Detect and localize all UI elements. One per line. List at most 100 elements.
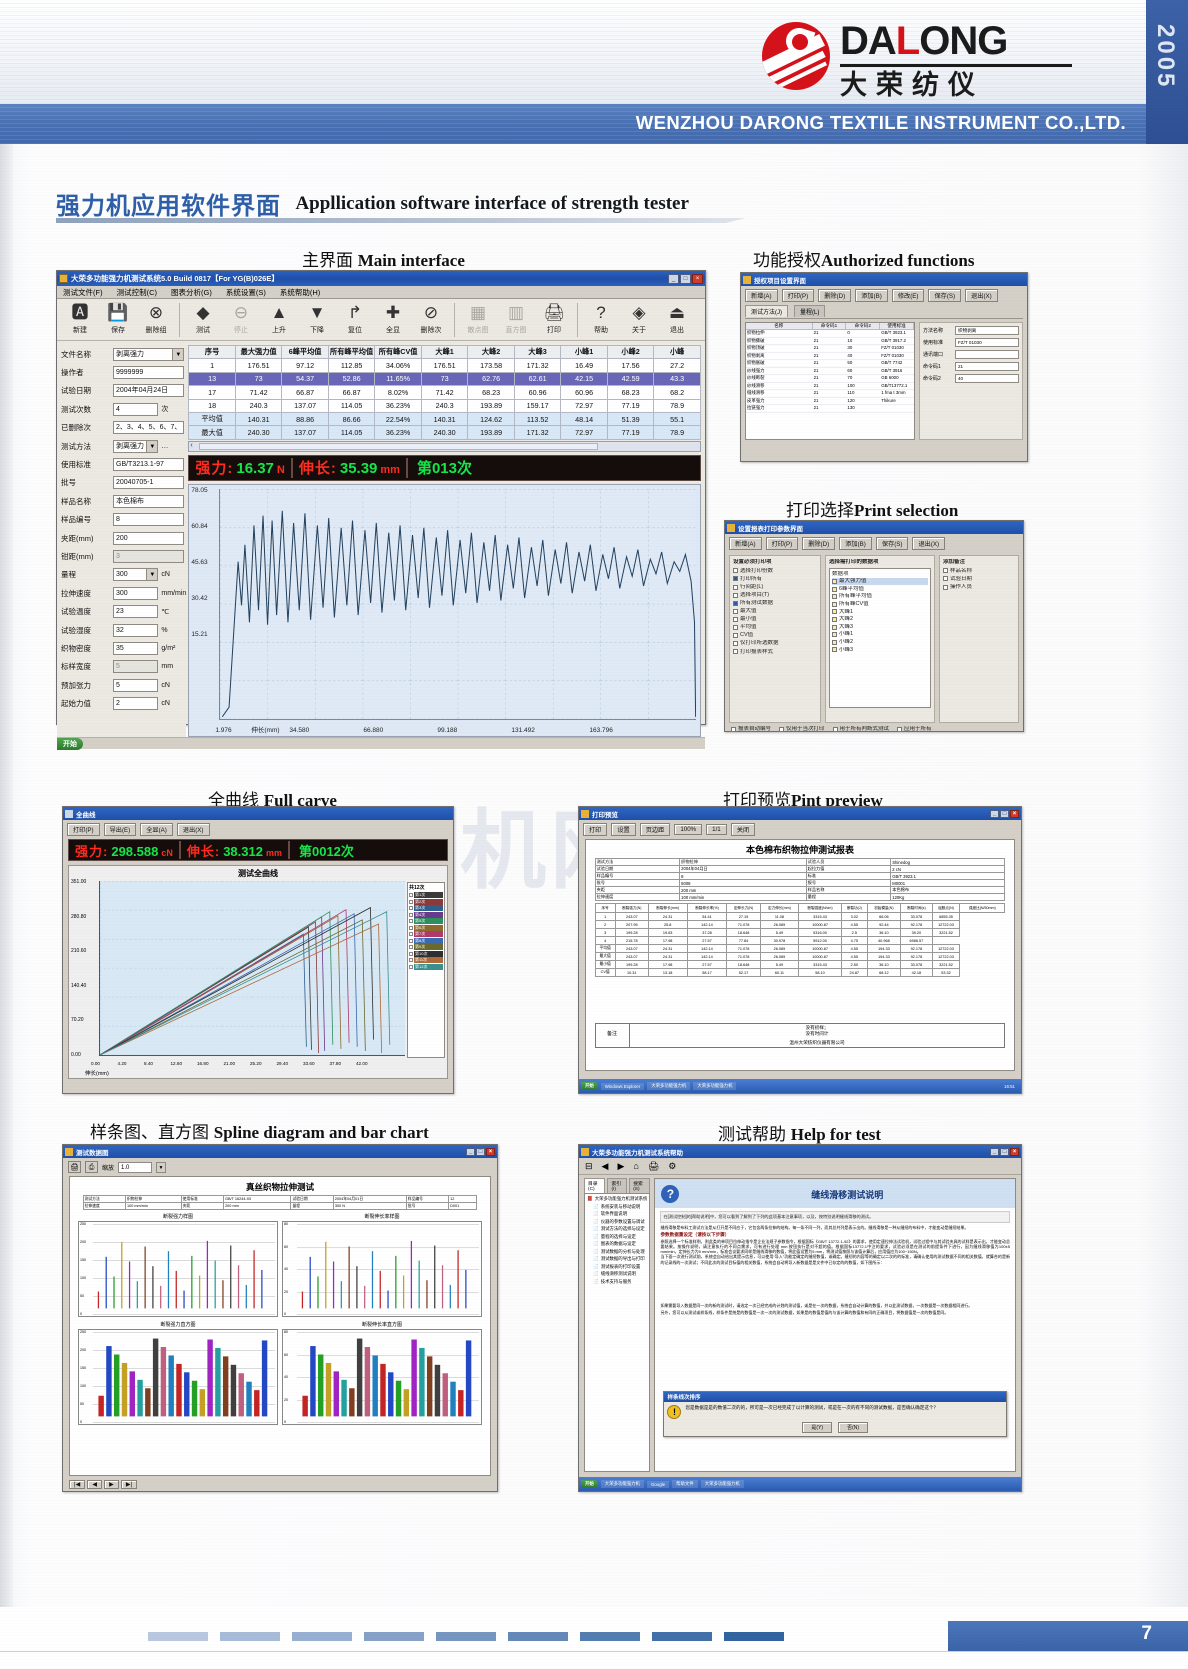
toolbar-print-icon[interactable]: 🖨 打印 xyxy=(535,301,573,335)
help-tree-item-3[interactable]: 📄 仪器的参数设置与调试 xyxy=(587,1219,647,1226)
curve-legend-item-8[interactable]: 第9次 xyxy=(409,944,443,950)
preview-window-controls[interactable]: _ □ × xyxy=(990,809,1019,818)
full-curve-window[interactable]: 全曲线 打印(P) 导出(E) 全显(A) 退出(X) 强力: 298.588 cN … xyxy=(62,806,454,1094)
help-topic-tree[interactable]: 📕 大荣多功能强力机测试系统 📄 系统安装与移动说明 📄 软件界面说明 📄 仪器的参数设置与调… xyxy=(584,1193,651,1472)
preview-toolbar-item-5[interactable]: 关闭 xyxy=(730,823,756,836)
print-left-options[interactable]: 选择打印份数 打印所有 行间距(L) 选择项目(T) 所有测试数据 最大值 最小值 平均值 CV… xyxy=(733,568,817,656)
menu-item-3[interactable]: 系统设置(S) xyxy=(225,287,266,297)
print-right-item-0[interactable]: 样品名称 xyxy=(943,568,1015,575)
help-tree-item-5[interactable]: 📄 量程的选择与设定 xyxy=(587,1234,647,1241)
help-tree-item-0[interactable]: 📕 大荣多功能强力机测试系统 xyxy=(587,1196,647,1203)
table-hscrollbar[interactable]: ‹ xyxy=(188,440,701,452)
print-mid-item-3[interactable]: 所有峰平均值 xyxy=(832,593,928,600)
checkbox-icon[interactable] xyxy=(943,568,948,574)
checkbox-icon[interactable] xyxy=(409,893,413,897)
toolbar-delete-run-icon[interactable]: ⊘ 删除次 xyxy=(412,301,450,335)
auth-tabs[interactable]: 测试方法(J) 量程(L) xyxy=(745,305,1023,319)
help-toolbar-back-icon[interactable]: ◀ xyxy=(602,1161,609,1171)
auth-field-input-1[interactable]: FZ/T 01030 xyxy=(955,338,1019,347)
help-tree-item-2[interactable]: 📄 软件界面说明 xyxy=(587,1211,647,1218)
toolbar-about-icon[interactable]: ◈ 关于 xyxy=(620,301,658,335)
help-maximize[interactable]: □ xyxy=(1000,1147,1009,1156)
window-controls[interactable]: _ □ × xyxy=(668,273,703,284)
toolbar-new-file-icon[interactable]: 🅰 新建 xyxy=(61,301,99,335)
form-dropdown-5[interactable]: ▼ xyxy=(147,439,159,453)
col-header-8[interactable]: 小峰1 xyxy=(560,344,608,360)
help-toolbar-options-icon[interactable]: ⚙ xyxy=(668,1161,676,1171)
curve-legend-item-10[interactable]: 第11次 xyxy=(409,957,443,963)
print-mid-item-6[interactable]: 大峰2 xyxy=(832,616,928,623)
print-right-item-1[interactable]: 试验日期 xyxy=(943,576,1015,583)
auth-row-3[interactable]: 织物剥离 21 40 FZ/T 01030 xyxy=(746,353,914,360)
auth-row-10[interactable]: 拉链强力 21 130 xyxy=(746,405,914,413)
spline-prev-page[interactable]: ◀ xyxy=(87,1480,103,1489)
auth-method-list[interactable]: 名称 命令码1 命令码2 使用标准 织物拉伸 21 0 GB/T 3923.1 织物撕破 21 1… xyxy=(745,322,915,440)
form-input-1[interactable]: 9999999 xyxy=(113,366,185,380)
toolbar-exit-icon[interactable]: ⏏ 退出 xyxy=(658,301,696,335)
print-button-5[interactable]: 退出(X) xyxy=(912,537,946,550)
checkbox-icon[interactable] xyxy=(733,568,738,574)
toolbar-up-icon[interactable]: ▲ 上升 xyxy=(260,301,298,335)
curve-button-3[interactable]: 退出(X) xyxy=(176,823,210,836)
menu-item-1[interactable]: 测试控制(C) xyxy=(116,287,157,297)
curve-button-0[interactable]: 打印(P) xyxy=(67,823,100,836)
spline-last-page[interactable]: ▶| xyxy=(120,1480,138,1489)
auth-row-5[interactable]: 纱线强力 21 60 GB/T 3916 xyxy=(746,368,914,375)
col-header-2[interactable]: 6峰平均值 xyxy=(281,344,329,360)
maximize-button[interactable]: □ xyxy=(680,273,691,284)
toolbar-test-icon[interactable]: ◆ 测试 xyxy=(184,301,222,335)
form-input-0[interactable]: 剥离强力 xyxy=(113,347,174,361)
close-button[interactable]: × xyxy=(692,273,703,284)
form-input-2[interactable]: 2004年04月24日 xyxy=(113,384,185,398)
form-input-13[interactable]: 300 xyxy=(113,586,159,600)
checkbox-icon[interactable] xyxy=(832,609,837,615)
help-nav-pane[interactable]: 目录(C) 索引(I) 搜索(S) 📕 大荣多功能强力机测试系统 📄 系统安装与移动说明 📄… xyxy=(584,1178,651,1472)
checkbox-icon[interactable] xyxy=(733,649,738,655)
curve-button-1[interactable]: 导出(E) xyxy=(103,823,137,836)
parameter-form[interactable]: 文件名称 剥离强力 ▼ 操作者 9999999 试验日期 2004年04月24日 测试次数 4 次… xyxy=(57,341,187,737)
help-tab-1[interactable]: 索引(I) xyxy=(607,1178,628,1193)
help-taskbar-item-4[interactable]: 大荣多功能强力机 xyxy=(700,1480,744,1488)
auth-row-4[interactable]: 织物胀破 21 50 GB/T 7742 xyxy=(746,360,914,368)
help-taskbar[interactable]: 开始 大荣多功能强力机 Google 帮助文件 大荣多功能强力机 xyxy=(579,1477,1021,1491)
print-button-2[interactable]: 删除(D) xyxy=(802,537,836,550)
toolbar-save-icon[interactable]: 💾 保存 xyxy=(99,301,137,335)
spline-nav[interactable]: |◀ ◀ ▶ ▶| xyxy=(69,1480,138,1489)
checkbox-icon[interactable] xyxy=(943,584,948,590)
auth-button-5[interactable]: 保存(S) xyxy=(928,289,962,302)
checkbox-icon[interactable] xyxy=(733,608,738,614)
checkbox-icon[interactable] xyxy=(832,624,837,630)
checkbox-icon[interactable] xyxy=(832,601,837,607)
spline-zoom-input[interactable]: 1.0 xyxy=(118,1161,153,1173)
auth-tab-1[interactable]: 量程(L) xyxy=(794,305,826,317)
auth-field-input-4[interactable]: 40 xyxy=(955,374,1019,383)
print-mid-item-7[interactable]: 大峰3 xyxy=(832,624,928,631)
form-input-5[interactable]: 剥离强力 xyxy=(113,439,148,453)
preview-toolbar-item-4[interactable]: 1/1 xyxy=(706,824,727,835)
auth-row-1[interactable]: 织物撕破 21 10 GB/T 3917.2 xyxy=(746,338,914,345)
help-taskbar-item-0[interactable]: 开始 xyxy=(581,1480,598,1488)
print-mid-item-10[interactable]: 小峰3 xyxy=(832,647,928,654)
help-dialog-buttons[interactable]: 是(Y) 否(N) xyxy=(664,1422,1006,1436)
form-input-6[interactable]: GB/T3213.1-97 xyxy=(113,458,185,472)
print-preview-window[interactable]: 打印预览 _ □ × 打印 设置 页边距 100% 1/1 关闭 本色棉布织物拉伸测试报表… xyxy=(578,806,1022,1094)
checkbox-icon[interactable] xyxy=(779,726,785,732)
help-tree-item-4[interactable]: 📄 测试方法的选择与设定 xyxy=(587,1226,647,1233)
checkbox-icon[interactable] xyxy=(943,576,948,582)
print-footer-item-3[interactable]: 应用于所有 xyxy=(897,726,932,733)
preview-close[interactable]: × xyxy=(1010,809,1019,818)
col-header-9[interactable]: 小峰2 xyxy=(606,344,655,360)
spline-export-icon[interactable]: ⎙ xyxy=(85,1161,98,1173)
help-toolbar[interactable]: ⊟ ◀ ▶ ⌂ 🖨 ⚙ xyxy=(579,1158,1021,1175)
help-tab-0[interactable]: 目录(C) xyxy=(584,1178,606,1193)
print-toolbar[interactable]: 新增(A) 打印(P) 删除(D) 添加(B) 保存(S) 退出(X) xyxy=(725,534,1023,553)
preview-taskbar[interactable]: 开始 Windows Explorer 大荣多功能强力机 大荣多功能强力机 16:51 xyxy=(579,1079,1021,1093)
table-row[interactable]: 13 73 54.37 52.86 11.65% 73 62.76 62.61 42.15 42.… xyxy=(188,371,701,387)
help-taskbar-item-2[interactable]: Google xyxy=(646,1480,670,1488)
table-row[interactable]: 最大值 240.30 137.07 114.05 36.23% 240.30 193.89 1… xyxy=(188,425,701,440)
toolbar-show-all-icon[interactable]: ✚ 全显 xyxy=(374,301,412,335)
minimize-button[interactable]: _ xyxy=(668,273,679,284)
help-close[interactable]: × xyxy=(1010,1147,1019,1156)
print-left-item-8[interactable]: CV值 xyxy=(733,632,817,639)
print-footer-item-0[interactable]: 报表自动编号 xyxy=(731,726,771,733)
